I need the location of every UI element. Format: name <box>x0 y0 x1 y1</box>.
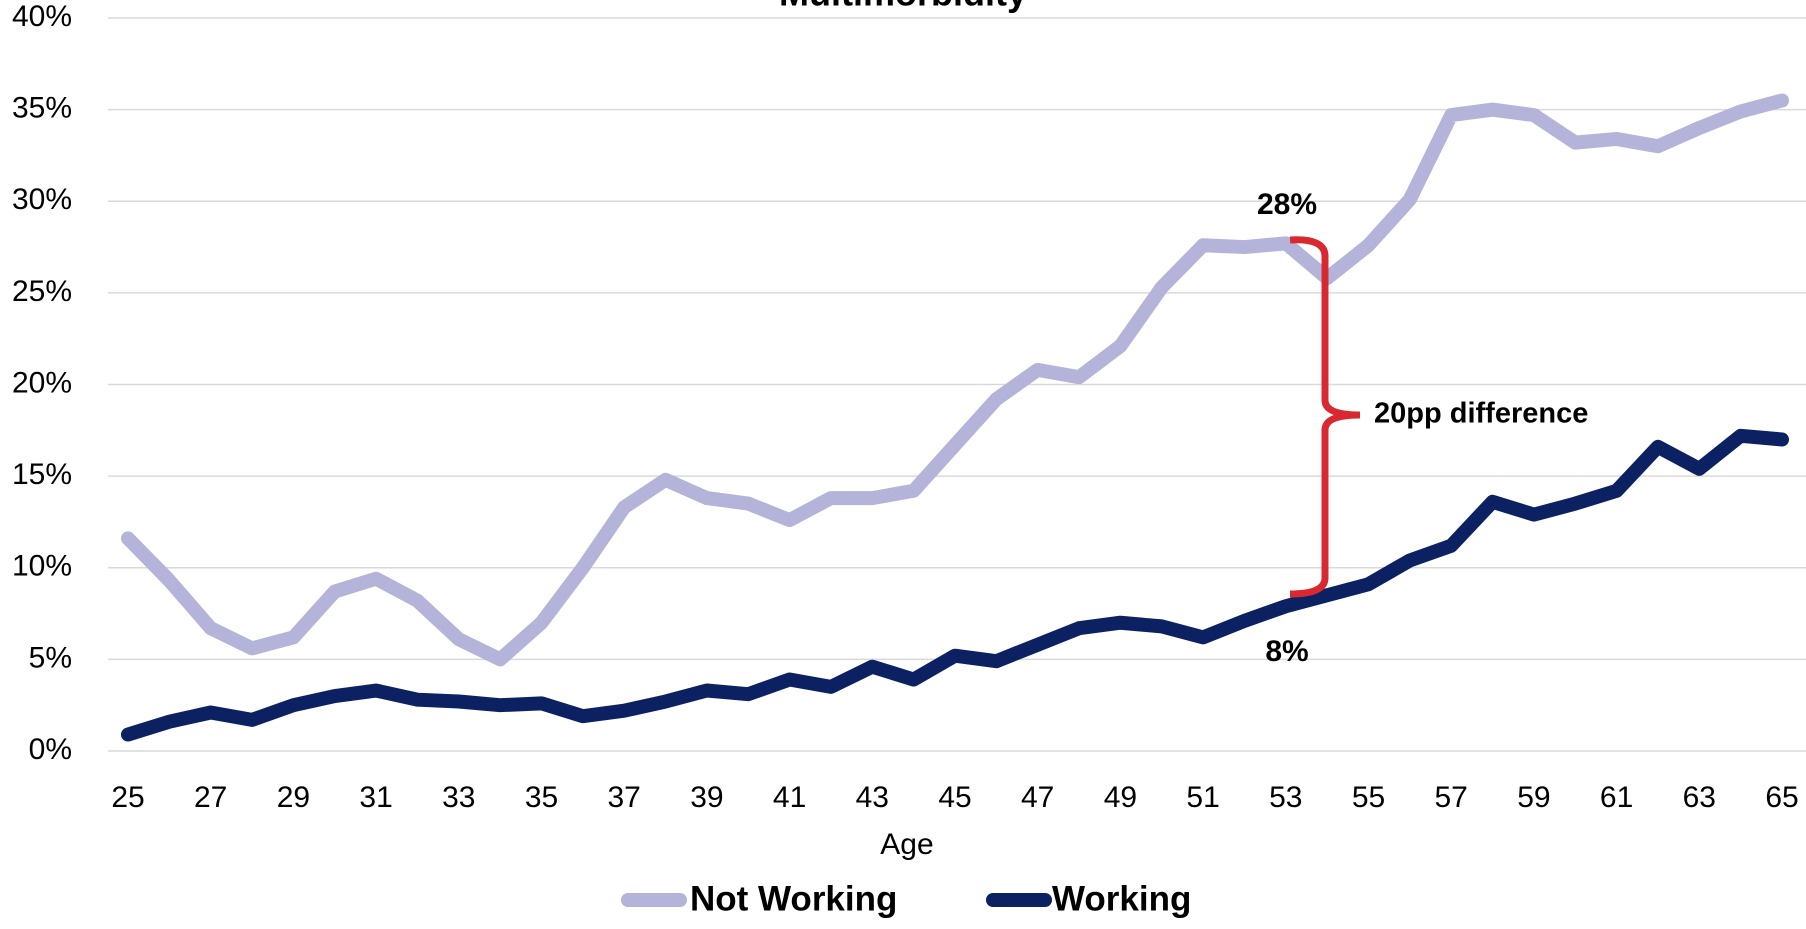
y-tick-label: 0% <box>29 733 72 766</box>
annotation: 28% <box>1257 188 1317 221</box>
x-tick-label: 37 <box>608 781 641 814</box>
x-tick-label: 49 <box>1104 781 1137 814</box>
plot: 0% 5% 10% 15% 20% 25% 30% 35% 40% 25 27 29 31 33 35 37 3… <box>12 0 1806 918</box>
x-tick-label: 33 <box>442 781 475 814</box>
legend-label: Working <box>1052 879 1191 918</box>
x-tick-label: 47 <box>1021 781 1054 814</box>
x-tick-label: 61 <box>1600 781 1633 814</box>
x-tick-label: 45 <box>938 781 971 814</box>
x-tick-label: 57 <box>1435 781 1468 814</box>
series-line <box>121 93 1789 667</box>
y-tick-label: 20% <box>12 366 72 399</box>
annotation: 20pp difference <box>1374 398 1588 430</box>
x-tick-label: 65 <box>1765 781 1798 814</box>
x-tick-label: 59 <box>1517 781 1550 814</box>
x-tick-label: 43 <box>856 781 889 814</box>
x-tick-label: 51 <box>1186 781 1219 814</box>
x-tick-label: 35 <box>525 781 558 814</box>
series-line <box>121 428 1789 742</box>
legend-label: Not Working <box>690 879 897 918</box>
x-tick-label: 31 <box>359 781 392 814</box>
y-tick-label: 35% <box>12 92 72 125</box>
x-tick-label: 63 <box>1683 781 1716 814</box>
chart-title: Multimorbidity <box>779 0 1027 14</box>
y-tick-label: 10% <box>12 550 72 583</box>
y-tick-label: 5% <box>29 641 72 674</box>
x-axis-label: Age <box>880 828 933 861</box>
x-tick-label: 53 <box>1269 781 1302 814</box>
x-tick-label: 39 <box>690 781 723 814</box>
y-tick-label: 30% <box>12 183 72 216</box>
x-tick-label: 29 <box>277 781 310 814</box>
x-tick-label: 27 <box>194 781 227 814</box>
y-tick-label: 25% <box>12 275 72 308</box>
x-tick-label: 25 <box>111 781 144 814</box>
annotation: 8% <box>1265 635 1308 668</box>
x-tick-label: 55 <box>1352 781 1385 814</box>
y-tick-label: 15% <box>12 458 72 491</box>
brace <box>1289 236 1361 598</box>
x-tick-label: 41 <box>773 781 806 814</box>
y-tick-label: 40% <box>12 0 72 33</box>
